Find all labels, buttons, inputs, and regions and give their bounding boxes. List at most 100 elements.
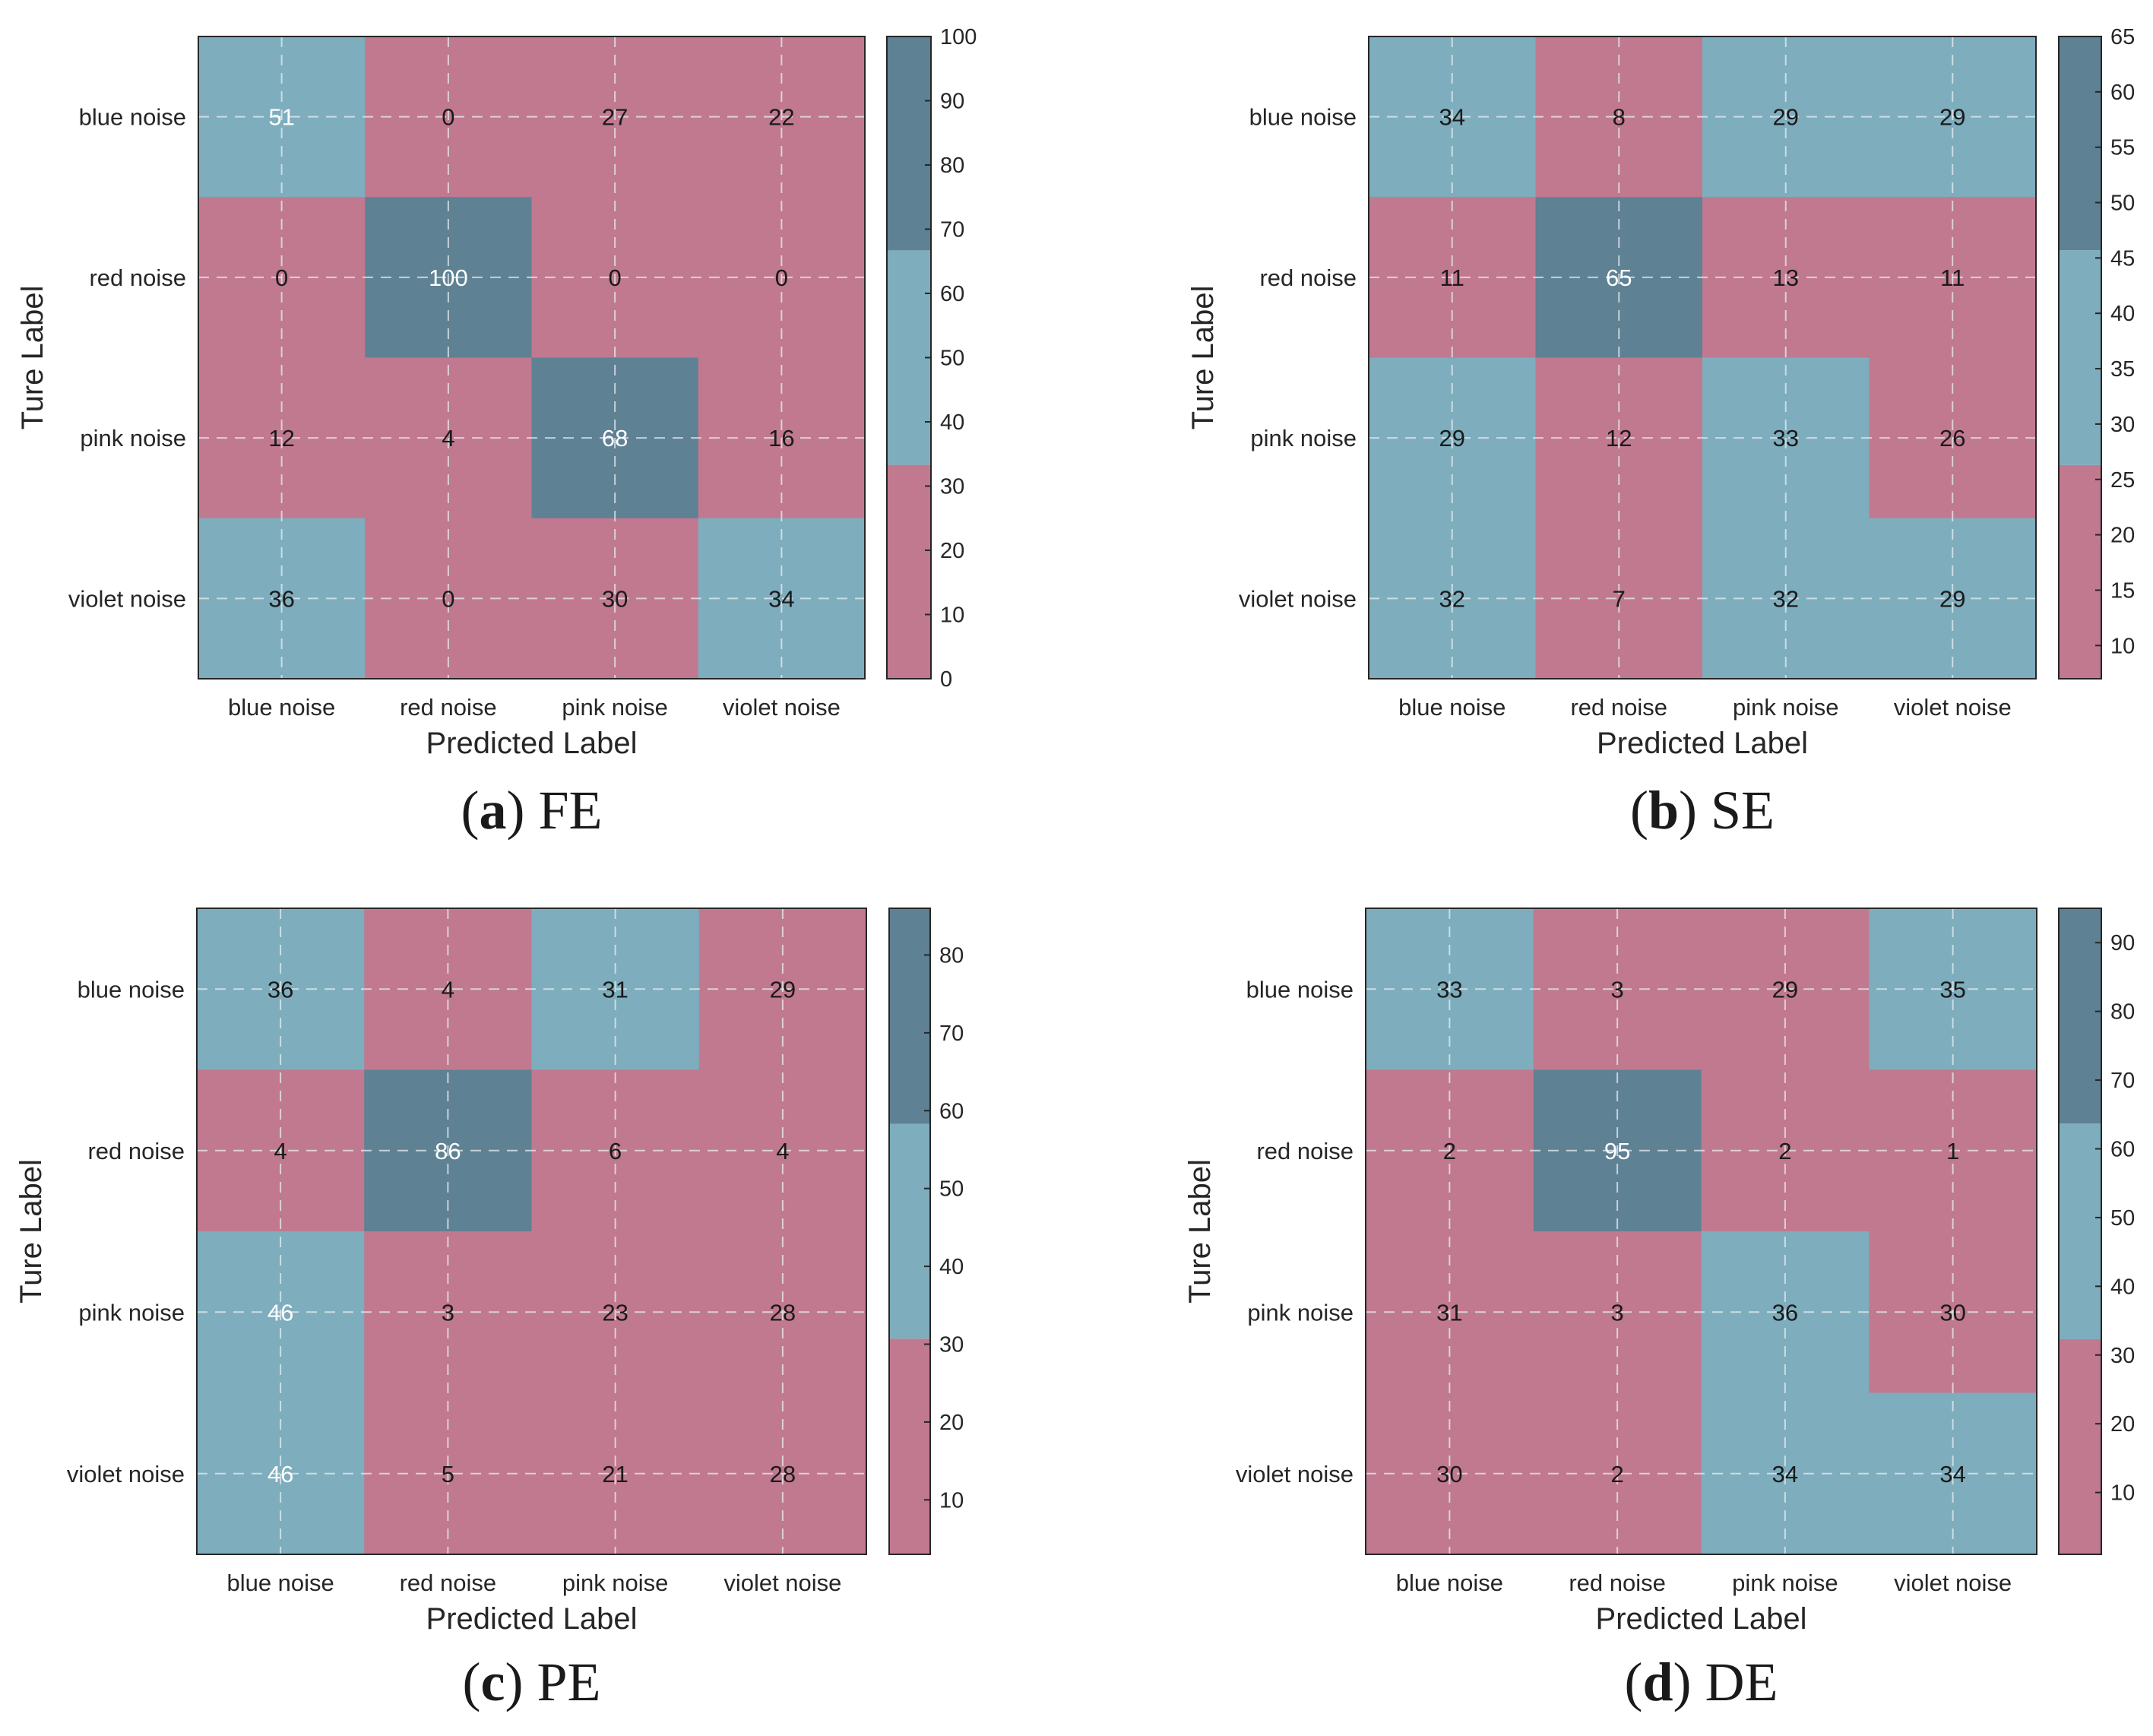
y-tick-label: red noise xyxy=(1256,1138,1354,1164)
caption-punctuation: ) xyxy=(1673,1652,1705,1712)
x-axis-label: Predicted Label xyxy=(426,1602,638,1636)
cell-value-label: 46 xyxy=(268,1299,293,1326)
cell-value-label: 29 xyxy=(1939,585,1965,612)
cell-value-label: 34 xyxy=(1772,1461,1798,1487)
cell-value-label: 4 xyxy=(776,1138,789,1164)
colorbar-band-low xyxy=(2059,1338,2101,1554)
cell-value-label: 0 xyxy=(775,265,788,291)
caption-panel-method: SE xyxy=(1711,780,1775,841)
cell-value-label: 35 xyxy=(1939,976,1965,1003)
colorbar-tick-label: 40 xyxy=(939,1255,964,1279)
x-tick-label: violet noise xyxy=(723,1570,841,1596)
cell-value-label: 33 xyxy=(1436,976,1462,1003)
caption-punctuation: ) xyxy=(505,1652,537,1712)
y-tick-label: blue noise xyxy=(79,104,186,131)
colorbar-tick-label: 80 xyxy=(2110,1000,2135,1025)
x-tick-label: pink noise xyxy=(1733,694,1839,721)
y-axis-label: Ture Label xyxy=(14,1159,48,1304)
cell-value-label: 0 xyxy=(442,585,454,612)
x-axis-label: Predicted Label xyxy=(1597,727,1808,760)
cell-value-label: 3 xyxy=(442,1299,454,1326)
cell-value-label: 0 xyxy=(442,104,454,131)
colorbar-tick-label: 10 xyxy=(940,603,964,628)
x-tick-label: pink noise xyxy=(1732,1570,1838,1596)
colorbar-tick-label: 50 xyxy=(939,1177,964,1202)
cell-value-label: 3 xyxy=(1611,1299,1624,1326)
cell-value-label: 29 xyxy=(1439,425,1465,451)
cell-value-label: 30 xyxy=(1939,1299,1965,1326)
colorbar-tick-label: 45 xyxy=(2110,246,2135,271)
cell-value-label: 26 xyxy=(1939,425,1965,451)
colorbar-tick-label: 40 xyxy=(2110,302,2135,326)
x-tick-label: blue noise xyxy=(226,1570,334,1596)
cell-value-label: 36 xyxy=(268,585,294,612)
cell-value-label: 30 xyxy=(602,585,628,612)
colorbar-band-high xyxy=(889,908,930,1124)
colorbar-tick-label: 70 xyxy=(2110,1069,2135,1093)
panel-b: 34 8 29 29 11 65 13 11 29 12 33 26 32 7 32 29 blue noise… xyxy=(1186,25,2135,841)
cell-value-label: 11 xyxy=(1440,265,1464,291)
cell-value-label: 11 xyxy=(1940,265,1965,291)
cell-value-label: 31 xyxy=(602,976,628,1003)
y-axis-label: Ture Label xyxy=(16,286,49,430)
cell-value-label: 0 xyxy=(609,265,622,291)
cell-value-label: 86 xyxy=(435,1138,461,1164)
caption-panel-method: PE xyxy=(537,1652,600,1712)
panel-caption: (b) SE xyxy=(1630,780,1775,841)
colorbar-tick-label: 50 xyxy=(2110,1206,2135,1231)
cell-value-label: 28 xyxy=(770,1299,796,1326)
cell-value-label: 2 xyxy=(1443,1138,1456,1164)
x-tick-label: pink noise xyxy=(562,694,668,721)
x-axis-label: Predicted Label xyxy=(426,727,638,760)
colorbar-tick-label: 10 xyxy=(939,1488,964,1513)
panel-c: 36 4 31 29 4 86 6 4 46 3 23 28 46 5 21 28 blue noise red … xyxy=(14,908,964,1712)
x-tick-label: red noise xyxy=(400,1570,497,1596)
cell-value-label: 65 xyxy=(1606,265,1632,291)
cell-value-label: 2 xyxy=(1611,1461,1624,1487)
cell-value-label: 22 xyxy=(768,104,794,131)
colorbar-tick-label: 100 xyxy=(940,25,977,49)
x-tick-label: violet noise xyxy=(723,694,841,721)
cell-value-label: 34 xyxy=(1439,104,1465,131)
heatmap-cell xyxy=(1535,518,1703,680)
cell-value-label: 7 xyxy=(1613,585,1626,612)
y-tick-label: violet noise xyxy=(1239,585,1357,612)
cell-value-label: 1 xyxy=(1946,1138,1959,1164)
panel-caption: (c) PE xyxy=(463,1652,601,1712)
colorbar-tick-label: 25 xyxy=(2110,468,2135,493)
cell-value-label: 68 xyxy=(602,425,628,451)
cell-value-label: 5 xyxy=(442,1461,454,1487)
cell-value-label: 0 xyxy=(275,265,288,291)
cell-value-label: 46 xyxy=(268,1461,293,1487)
y-tick-label: red noise xyxy=(1259,265,1357,291)
colorbar-tick-label: 20 xyxy=(940,539,964,563)
x-axis-label: Predicted Label xyxy=(1596,1602,1807,1636)
cell-value-label: 34 xyxy=(768,585,794,612)
cell-value-label: 8 xyxy=(1613,104,1626,131)
caption-panel-method: FE xyxy=(538,780,602,841)
cell-value-label: 29 xyxy=(1773,104,1799,131)
cell-value-label: 31 xyxy=(1436,1299,1462,1326)
x-tick-label: violet noise xyxy=(1894,694,2012,721)
colorbar-tick-label: 10 xyxy=(2110,634,2135,658)
heatmap-frame xyxy=(198,36,866,680)
colorbar-band-low xyxy=(889,1338,930,1554)
colorbar-tick-label: 80 xyxy=(939,943,964,968)
colorbar-band-mid xyxy=(889,1123,930,1339)
y-tick-label: blue noise xyxy=(78,976,185,1003)
colorbar-tick-label: 30 xyxy=(939,1332,964,1357)
y-tick-label: blue noise xyxy=(1249,104,1357,131)
y-tick-label: blue noise xyxy=(1246,976,1354,1003)
heatmap-cell xyxy=(365,518,532,680)
cell-value-label: 32 xyxy=(1773,585,1799,612)
panel-caption: (d) DE xyxy=(1625,1652,1778,1712)
cell-value-label: 51 xyxy=(268,104,294,131)
x-tick-label: red noise xyxy=(400,694,497,721)
caption-punctuation: ) xyxy=(506,780,538,841)
cell-value-label: 16 xyxy=(768,425,794,451)
colorbar-tick-label: 60 xyxy=(2110,81,2135,105)
colorbar-tick-label: 50 xyxy=(940,347,964,371)
